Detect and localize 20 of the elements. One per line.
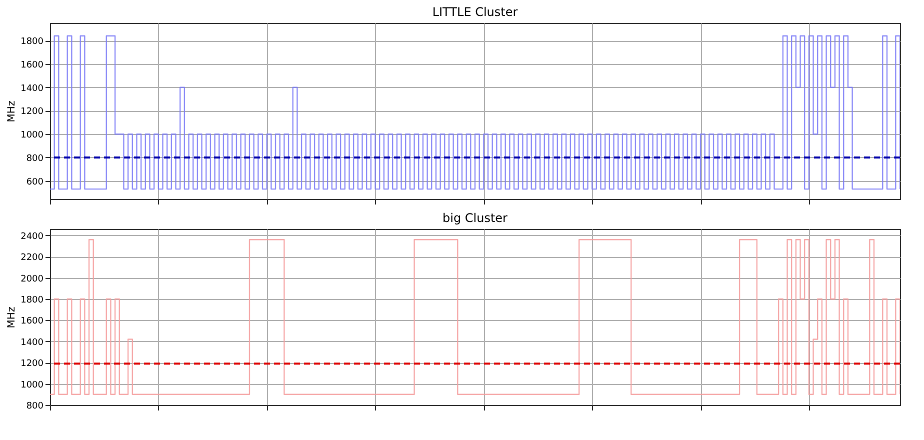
y-tick-label: 1600 — [20, 60, 44, 70]
y-axis-title: MHz — [6, 100, 18, 122]
y-tick-label: 1200 — [20, 107, 44, 118]
y-tick-label: 1400 — [20, 338, 44, 348]
y-tick-label: 2400 — [20, 232, 44, 242]
chart-title: LITTLE Cluster — [432, 5, 518, 19]
chart-title: big Cluster — [442, 211, 508, 225]
y-tick-label: 2200 — [20, 253, 44, 264]
y-axis-title: MHz — [6, 306, 18, 328]
y-tick-label: 2000 — [20, 274, 44, 284]
y-tick-label: 800 — [26, 154, 44, 164]
y-tick-label: 1000 — [20, 130, 44, 141]
y-tick-label: 1800 — [20, 295, 44, 306]
y-tick-label: 1400 — [20, 84, 44, 94]
y-tick-label: 1600 — [20, 316, 44, 327]
y-tick-label: 1000 — [20, 380, 44, 390]
y-tick-label: 600 — [26, 177, 44, 188]
y-tick-label: 1200 — [20, 359, 44, 370]
y-tick-label: 800 — [26, 402, 44, 412]
y-tick-label: 1800 — [20, 37, 44, 48]
